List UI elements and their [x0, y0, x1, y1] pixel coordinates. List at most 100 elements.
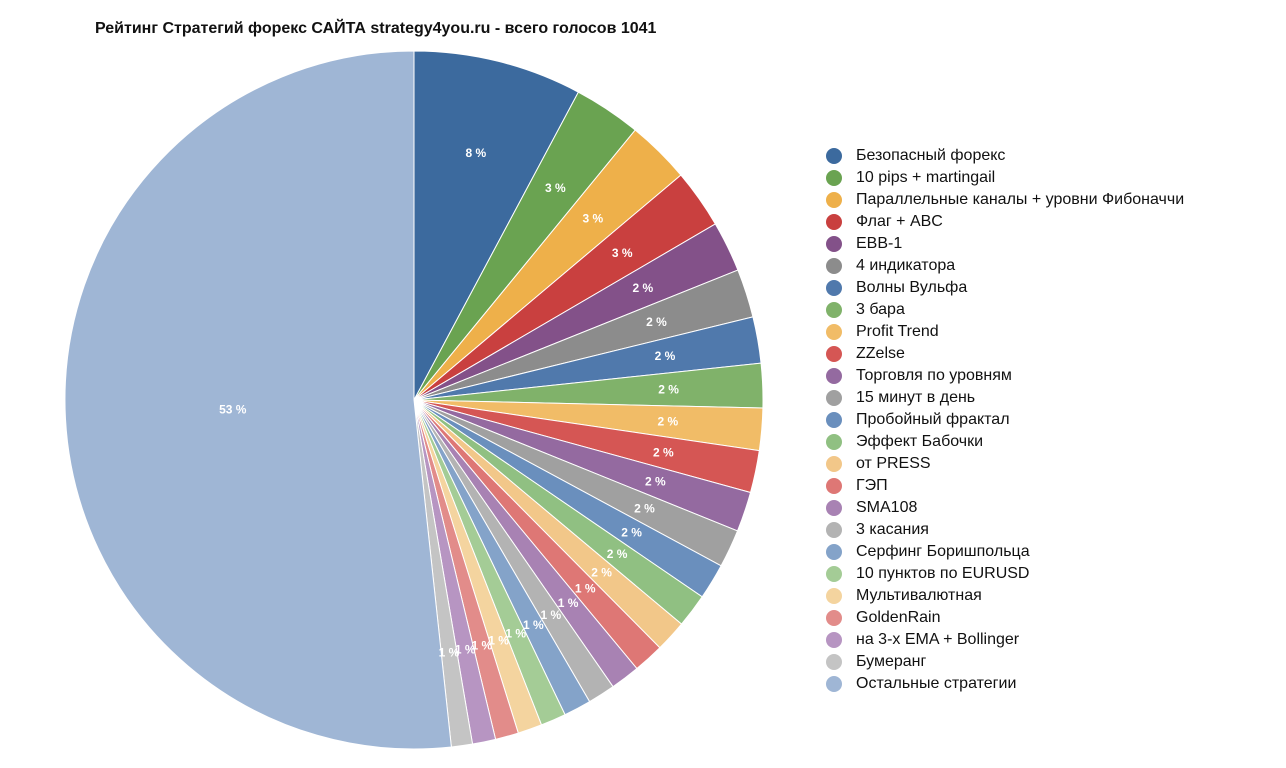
slice-data-label: 3 %: [612, 246, 633, 260]
slice-data-label: 1 %: [455, 643, 476, 657]
legend-label: 10 пунктов по EURUSD: [856, 565, 1030, 582]
legend-label: Остальные стратегии: [856, 675, 1017, 692]
legend-label: Безопасный форекс: [856, 147, 1006, 164]
legend-label: от PRESS: [856, 455, 931, 472]
slice-data-label: 1 %: [523, 618, 544, 632]
legend-swatch: [826, 456, 842, 472]
legend-item[interactable]: ZZelse: [826, 343, 1184, 365]
pie-slice: [413, 50, 580, 401]
legend-item[interactable]: 3 бара: [826, 299, 1184, 321]
legend-label: GoldenRain: [856, 609, 941, 626]
legend-label: на 3-х EMA + Bollinger: [856, 631, 1020, 648]
legend-item[interactable]: на 3-х EMA + Bollinger: [826, 629, 1184, 651]
legend-item[interactable]: Profit Trend: [826, 321, 1184, 343]
legend-item[interactable]: EBB-1: [826, 233, 1184, 255]
legend-item[interactable]: GoldenRain: [826, 607, 1184, 629]
legend-swatch: [826, 412, 842, 428]
legend-swatch: [826, 302, 842, 318]
legend-swatch: [826, 258, 842, 274]
pie-chart: 8 % 3 % 3 % 3 % 2 % 2 % 2 % 2 % 2 % 2 % 2 % 2 % 2 % 2…: [64, 50, 764, 750]
legend-swatch: [826, 544, 842, 560]
legend-item[interactable]: Бумеранг: [826, 651, 1184, 673]
legend-swatch: [826, 368, 842, 384]
legend-item[interactable]: Мультивалютная: [826, 585, 1184, 607]
slice-data-label: 3 %: [583, 212, 604, 226]
legend-label: Пробойный фрактал: [856, 411, 1010, 428]
legend-swatch: [826, 324, 842, 340]
legend-label: Волны Вульфа: [856, 279, 968, 296]
slice-data-label: 2 %: [634, 502, 655, 516]
slice-data-label: 1 %: [505, 627, 526, 641]
slice-data-label: 3 %: [545, 181, 566, 195]
legend-label: 3 касания: [856, 521, 929, 538]
legend-label: 3 бара: [856, 301, 905, 318]
legend-item[interactable]: 4 индикатора: [826, 255, 1184, 277]
legend-item[interactable]: Безопасный форекс: [826, 145, 1184, 167]
legend-label: EBB-1: [856, 235, 903, 252]
slice-data-label: 2 %: [658, 383, 679, 397]
legend: Безопасный форекс 10 pips + martingail Пар…: [826, 145, 1184, 695]
legend-swatch: [826, 632, 842, 648]
slice-data-label: 2 %: [632, 281, 653, 295]
legend-item[interactable]: 10 пунктов по EURUSD: [826, 563, 1184, 585]
legend-label: Флаг + ABC: [856, 213, 943, 230]
slice-data-label: 1 %: [540, 608, 561, 622]
legend-label: Profit Trend: [856, 323, 939, 340]
legend-item[interactable]: 15 минут в день: [826, 387, 1184, 409]
slice-data-label: 1 %: [472, 639, 493, 653]
slice-data-label: 2 %: [621, 526, 642, 540]
legend-item[interactable]: Пробойный фрактал: [826, 409, 1184, 431]
slice-data-label: 1 %: [575, 582, 596, 596]
chart-title: Рейтинг Стратегий форекс САЙТА strategy4…: [95, 20, 657, 37]
slice-data-label: 1 %: [439, 645, 460, 659]
slice-data-label: 2 %: [607, 547, 628, 561]
legend-swatch: [826, 192, 842, 208]
legend-label: Серфинг Боришпольца: [856, 543, 1030, 560]
legend-item[interactable]: Волны Вульфа: [826, 277, 1184, 299]
legend-swatch: [826, 654, 842, 670]
legend-swatch: [826, 390, 842, 406]
legend-item[interactable]: Остальные стратегии: [826, 673, 1184, 695]
legend-item[interactable]: 3 касания: [826, 519, 1184, 541]
legend-item[interactable]: Флаг + ABC: [826, 211, 1184, 233]
legend-swatch: [826, 434, 842, 450]
legend-label: Параллельные каналы + уровни Фибоначчи: [856, 191, 1185, 208]
legend-swatch: [826, 522, 842, 538]
legend-label: ZZelse: [856, 345, 905, 362]
legend-item[interactable]: Серфинг Боришпольца: [826, 541, 1184, 563]
legend-swatch: [826, 610, 842, 626]
legend-swatch: [826, 500, 842, 516]
legend-swatch: [826, 148, 842, 164]
legend-swatch: [826, 280, 842, 296]
legend-item[interactable]: SMA108: [826, 497, 1184, 519]
legend-swatch: [826, 588, 842, 604]
slice-data-label: 53 %: [219, 403, 247, 417]
legend-label: 4 индикатора: [856, 257, 956, 274]
legend-label: Мультивалютная: [856, 587, 982, 604]
legend-item[interactable]: Торговля по уровням: [826, 365, 1184, 387]
legend-swatch: [826, 170, 842, 186]
legend-item[interactable]: 10 pips + martingail: [826, 167, 1184, 189]
slice-data-label: 2 %: [658, 414, 679, 428]
legend-item[interactable]: ГЭП: [826, 475, 1184, 497]
legend-label: Торговля по уровням: [856, 367, 1012, 384]
legend-swatch: [826, 236, 842, 252]
slice-data-label: 2 %: [591, 565, 612, 579]
legend-swatch: [826, 214, 842, 230]
legend-swatch: [826, 478, 842, 494]
slice-data-label: 1 %: [488, 633, 509, 647]
slice-data-label: 1 %: [558, 596, 579, 610]
legend-item[interactable]: от PRESS: [826, 453, 1184, 475]
legend-item[interactable]: Параллельные каналы + уровни Фибоначчи: [826, 189, 1184, 211]
legend-label: SMA108: [856, 499, 918, 516]
slice-data-label: 2 %: [655, 349, 676, 363]
legend-label: Эффект Бабочки: [856, 433, 984, 450]
legend-label: ГЭП: [856, 477, 888, 494]
legend-label: Бумеранг: [856, 653, 927, 670]
slice-data-label: 2 %: [645, 475, 666, 489]
legend-label: 15 минут в день: [856, 389, 976, 406]
legend-item[interactable]: Эффект Бабочки: [826, 431, 1184, 453]
slice-data-label: 2 %: [653, 445, 674, 459]
legend-label: 10 pips + martingail: [856, 169, 996, 186]
legend-swatch: [826, 566, 842, 582]
